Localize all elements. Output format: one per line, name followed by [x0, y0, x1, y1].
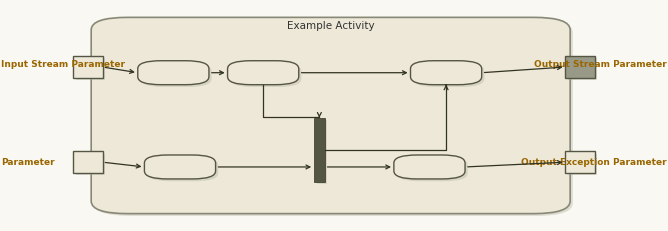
- Text: Output Exception Parameter: Output Exception Parameter: [521, 158, 667, 167]
- FancyBboxPatch shape: [230, 63, 301, 87]
- Text: Output Stream Parameter: Output Stream Parameter: [534, 60, 667, 69]
- FancyBboxPatch shape: [73, 56, 102, 78]
- FancyBboxPatch shape: [411, 61, 482, 85]
- FancyBboxPatch shape: [394, 155, 465, 179]
- FancyBboxPatch shape: [566, 151, 595, 173]
- FancyBboxPatch shape: [568, 154, 597, 175]
- FancyBboxPatch shape: [76, 58, 105, 80]
- FancyBboxPatch shape: [228, 61, 299, 85]
- Bar: [314, 118, 325, 182]
- FancyBboxPatch shape: [94, 20, 573, 216]
- FancyBboxPatch shape: [397, 157, 468, 181]
- FancyBboxPatch shape: [144, 155, 216, 179]
- FancyBboxPatch shape: [413, 63, 484, 87]
- FancyBboxPatch shape: [566, 56, 595, 78]
- FancyBboxPatch shape: [73, 151, 102, 173]
- FancyBboxPatch shape: [138, 61, 209, 85]
- FancyBboxPatch shape: [92, 17, 570, 214]
- FancyBboxPatch shape: [317, 120, 327, 184]
- FancyBboxPatch shape: [76, 154, 105, 175]
- FancyBboxPatch shape: [568, 58, 597, 80]
- Text: Example Activity: Example Activity: [287, 21, 375, 31]
- FancyBboxPatch shape: [140, 63, 212, 87]
- Text: Input Stream Parameter: Input Stream Parameter: [1, 60, 126, 69]
- Text: Parameter: Parameter: [1, 158, 55, 167]
- FancyBboxPatch shape: [147, 157, 218, 181]
